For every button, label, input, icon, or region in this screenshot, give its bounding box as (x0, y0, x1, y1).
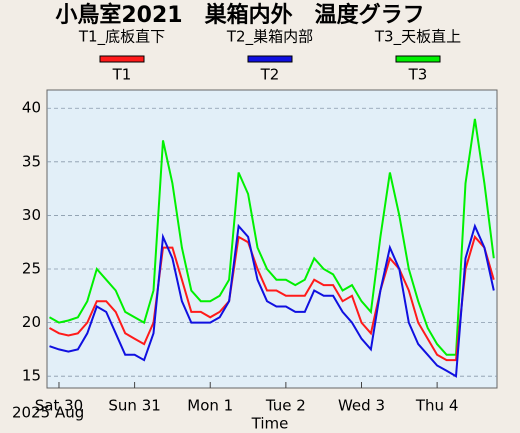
y-tick-label: 20 (22, 313, 41, 331)
series-line (49, 234, 495, 362)
legend-label: T1 (112, 66, 132, 84)
y-tick-label: 40 (22, 99, 41, 117)
x-tick-label: Sat 30 (35, 397, 83, 415)
x-axis-label: Time (251, 415, 289, 433)
x-tick-label: Thu 4 (415, 397, 459, 415)
legend-label: T3 (408, 66, 428, 84)
date-label: 2025 Aug (12, 404, 84, 422)
legend-swatch (395, 55, 441, 63)
series-line (49, 223, 495, 378)
y-tick-label: 30 (22, 206, 41, 224)
x-tick-label: Sun 31 (108, 397, 160, 415)
y-tick-label: 35 (22, 152, 41, 170)
plot-area (46, 89, 498, 389)
y-tick-label: 15 (22, 367, 41, 385)
legend-label: T2 (260, 66, 280, 84)
series-description: T2_巣箱内部 (226, 28, 313, 47)
x-tick-label: Mon 1 (187, 397, 233, 415)
x-tick-label: Tue 2 (265, 397, 306, 415)
x-tick-label: Wed 3 (338, 397, 385, 415)
series-description: T1_底板直下 (78, 28, 165, 47)
series-description: T3_天板直上 (374, 28, 461, 47)
chart-title: 小鳥室2021 巣箱内外 温度グラフ (55, 2, 424, 28)
legend-swatch (99, 55, 145, 63)
series-line (49, 118, 495, 356)
y-tick-label: 25 (22, 260, 41, 278)
legend-swatch (247, 55, 293, 63)
